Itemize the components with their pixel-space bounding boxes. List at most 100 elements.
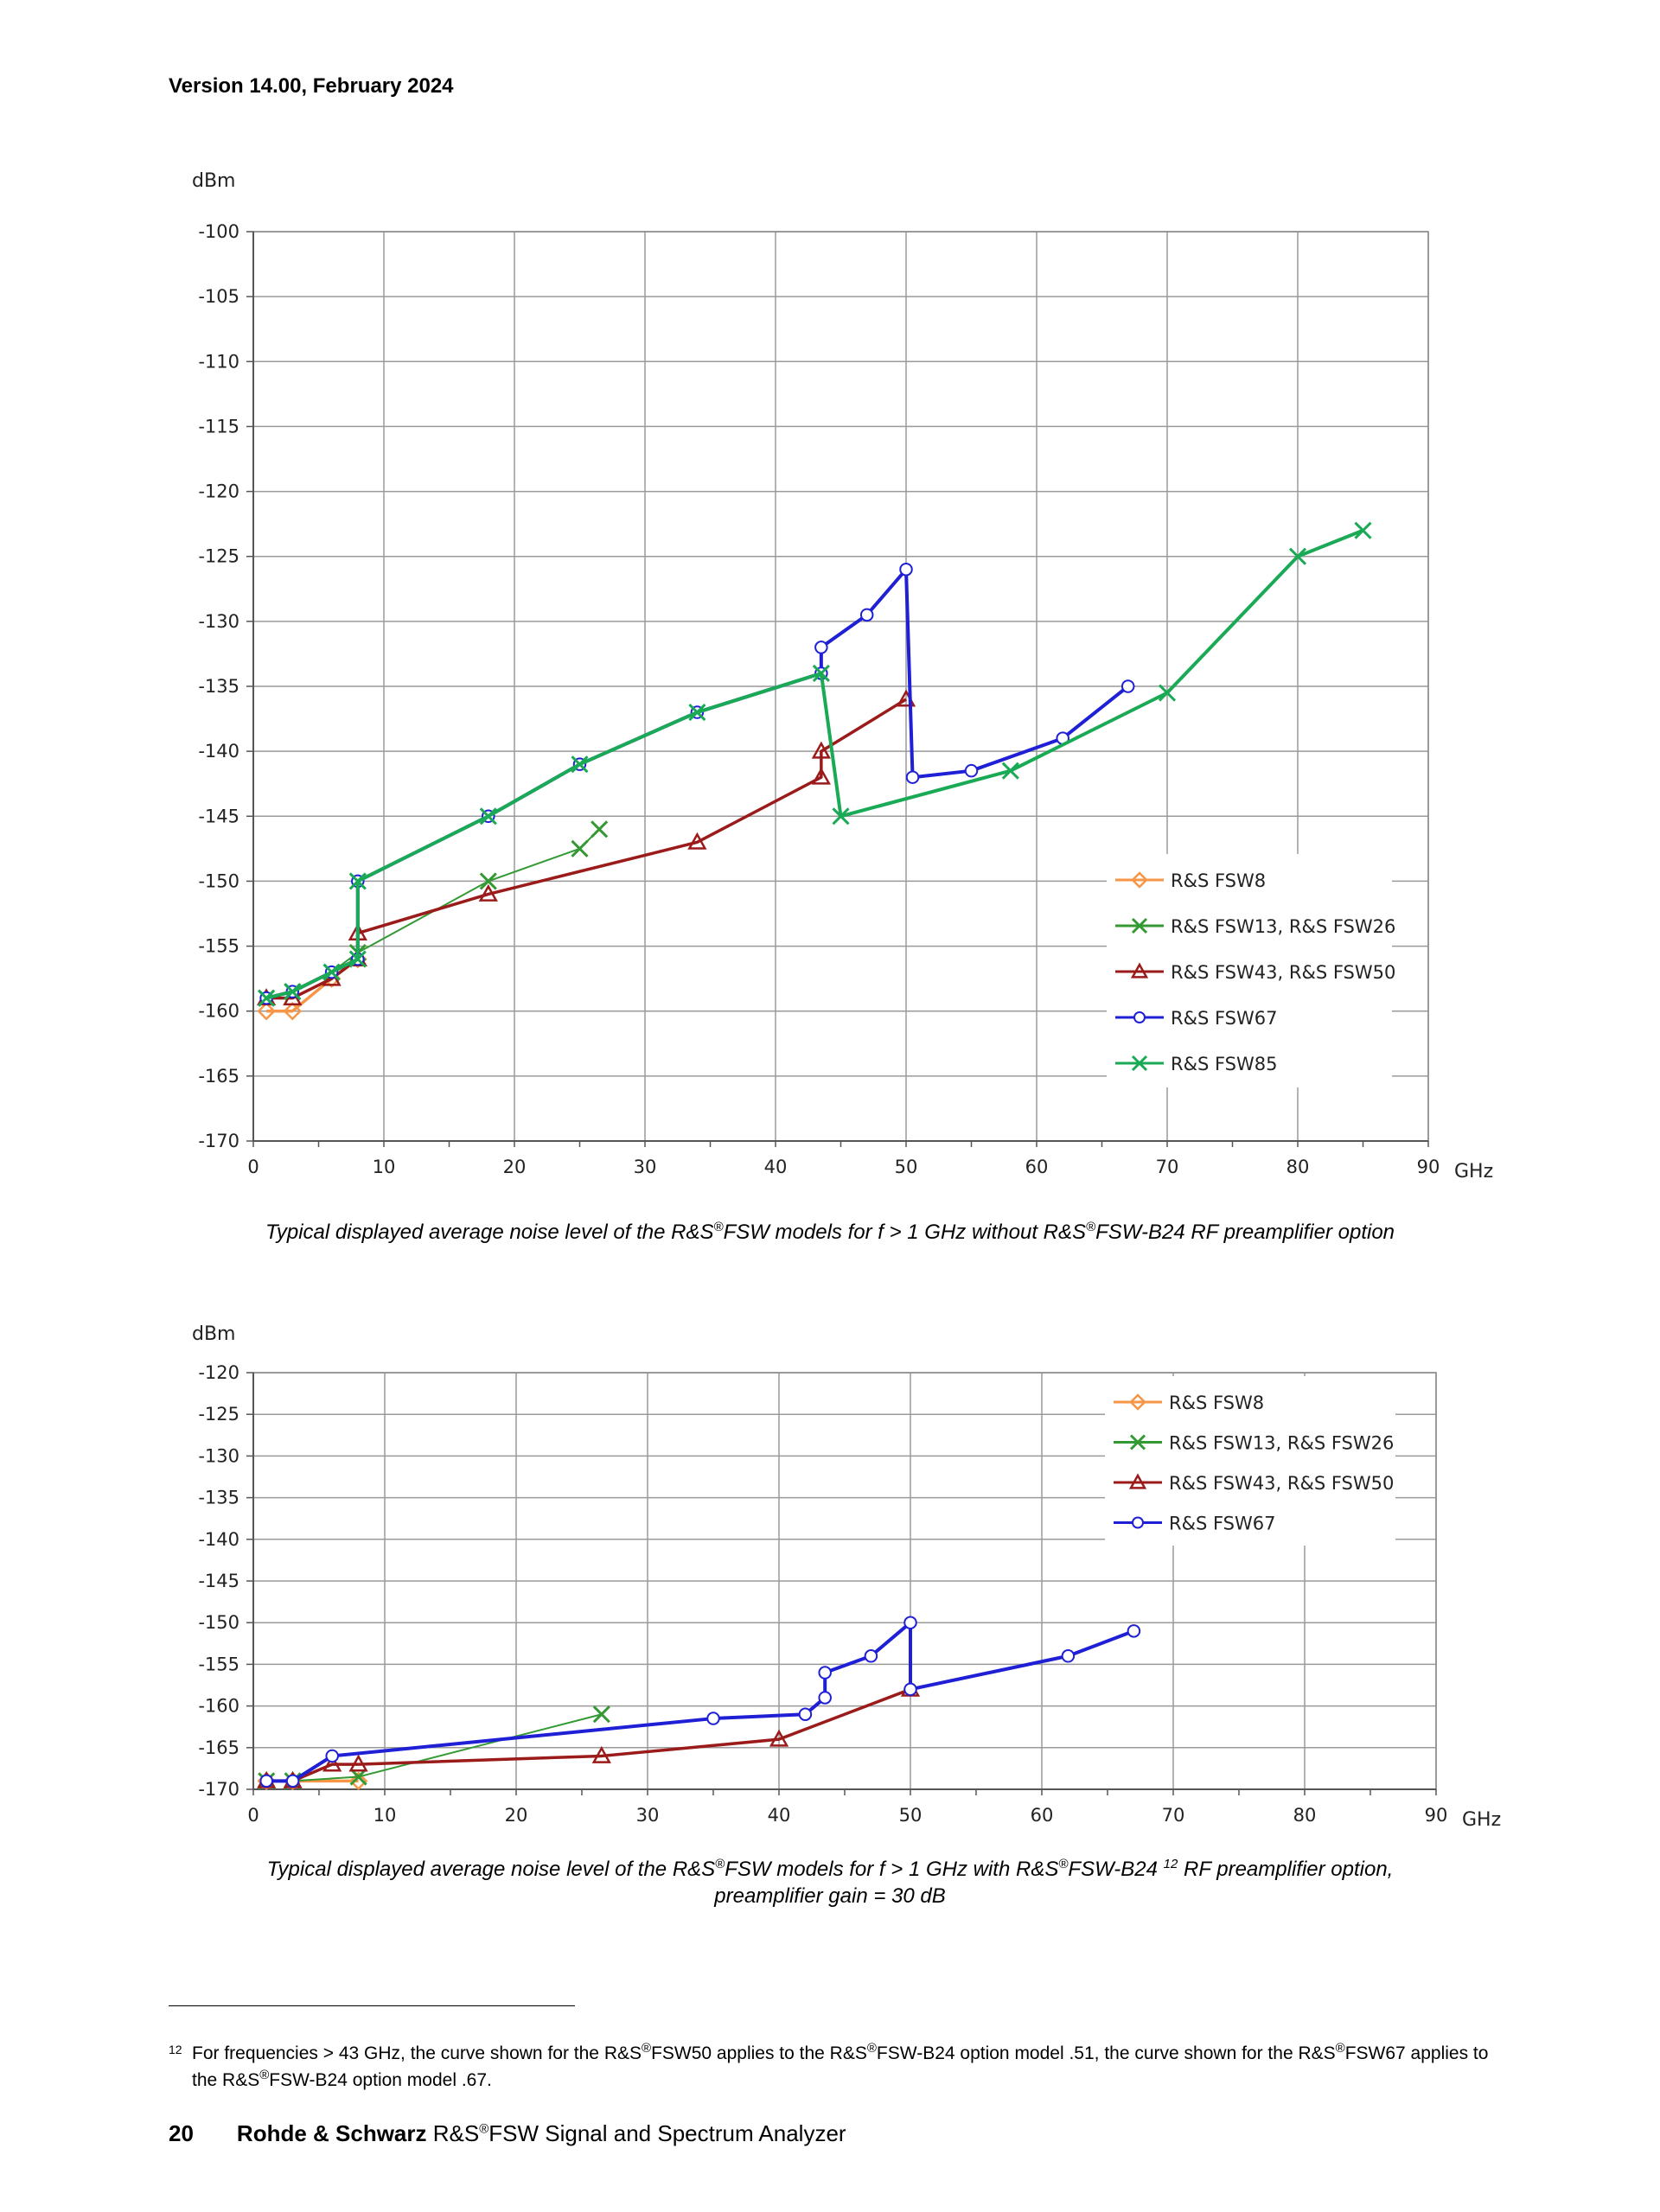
data-point <box>1061 1649 1076 1663</box>
y-tick-label: -130 <box>198 1445 239 1466</box>
legend: R&S FSW8 R&S FSW13, R&S FSW26 R&S FSW43, R… <box>1105 1376 1395 1546</box>
legend-swatch-marker <box>1128 1473 1147 1489</box>
data-point <box>285 1774 300 1788</box>
y-tick-label: -160 <box>198 1696 239 1717</box>
x-tick-label: 30 <box>634 1157 657 1177</box>
y-tick-label: -170 <box>198 1779 239 1800</box>
data-point <box>571 839 589 857</box>
data-point <box>811 767 831 785</box>
legend-item-rs-fsw85: R&S FSW85 <box>1115 1054 1278 1074</box>
x-tick-label: 10 <box>373 1157 396 1177</box>
y-tick-label: -145 <box>198 1571 239 1591</box>
series-line <box>266 1687 911 1783</box>
legend-label: R&S FSW67 <box>1169 1514 1276 1534</box>
chart1-caption: Typical displayed average noise level of… <box>265 1220 1395 1244</box>
data-point <box>591 1745 611 1763</box>
data-point <box>479 807 497 826</box>
legend-swatch-marker <box>1130 962 1149 979</box>
data-point <box>818 1691 832 1705</box>
data-point <box>257 1001 276 1021</box>
data-point <box>592 1705 610 1724</box>
y-tick-label: -140 <box>198 1529 239 1550</box>
data-point <box>812 664 830 683</box>
noise-chart-without-preamp: -100 -105 -110 -115 -120 -125 -130 -135 -140 -145… <box>192 170 1493 1182</box>
data-point <box>905 770 920 784</box>
data-point <box>322 1754 342 1772</box>
y-tick-label: -160 <box>198 1001 239 1022</box>
footnote-divider <box>169 2005 575 2006</box>
data-point <box>479 872 497 890</box>
legend-swatch-marker <box>1129 1434 1146 1450</box>
data-point <box>478 883 498 902</box>
data-point <box>811 741 831 759</box>
x-tick-label: 40 <box>768 1805 791 1826</box>
data-point <box>259 1774 273 1788</box>
page-footer: 20 Rohde & Schwarz R&S®FSW Signal and Spe… <box>169 2120 846 2146</box>
data-point <box>284 983 302 1001</box>
series-line <box>266 1621 1135 1783</box>
product-name: FSW Signal and Spectrum Analyzer <box>488 2120 846 2146</box>
legend: R&S FSW8 R&S FSW13, R&S FSW26 R&S FSW43, R… <box>1107 854 1395 1087</box>
y-tick-label: -130 <box>198 611 239 632</box>
y-tick-label: -120 <box>198 1362 239 1383</box>
series-rs-fsw67 <box>259 1616 1141 1788</box>
y-tick-label: -125 <box>198 1404 239 1425</box>
data-point <box>688 703 706 722</box>
data-point <box>1127 1624 1141 1638</box>
x-tick-label: 90 <box>1417 1157 1440 1177</box>
legend-item-rs-fsw67: R&S FSW67 <box>1115 1008 1278 1029</box>
data-point <box>814 641 828 654</box>
y-axis-label: dBm <box>192 1323 236 1345</box>
data-point <box>964 763 979 778</box>
x-tick-label: 0 <box>247 1805 259 1826</box>
legend-label: R&S FSW13, R&S FSW26 <box>1171 916 1395 937</box>
x-tick-label: 60 <box>1031 1805 1054 1826</box>
y-tick-label: -125 <box>198 546 239 567</box>
legend-swatch-marker <box>1131 1055 1148 1072</box>
y-tick-label: -120 <box>198 481 239 502</box>
y-tick-label: -140 <box>198 741 239 762</box>
data-point <box>348 872 367 890</box>
data-point <box>687 832 707 850</box>
data-point <box>899 562 913 577</box>
y-tick-label: -135 <box>198 1488 239 1508</box>
data-point <box>571 755 589 774</box>
data-point <box>283 1001 303 1021</box>
legend-swatch-marker <box>1129 1393 1146 1411</box>
x-tick-label: 10 <box>374 1805 397 1826</box>
data-point <box>322 963 341 981</box>
data-point <box>903 1616 917 1629</box>
y-tick-label: -150 <box>198 870 239 891</box>
legend-swatch-marker <box>1131 871 1148 889</box>
legend-item-rs-fsw8: R&S FSW8 <box>1114 1393 1264 1413</box>
legend-item-rs-fsw13-rs-fsw26: R&S FSW13, R&S FSW26 <box>1114 1433 1394 1454</box>
y-tick-label: -165 <box>198 1737 239 1758</box>
y-tick-label: -100 <box>198 221 239 242</box>
y-axis-label: dBm <box>192 170 236 192</box>
chart2-caption: Typical displayed average noise level of… <box>266 1857 1394 1908</box>
y-tick-label: -165 <box>198 1066 239 1087</box>
x-tick-label: 30 <box>636 1805 660 1826</box>
y-tick-label: -105 <box>198 286 239 307</box>
legend-label: R&S FSW43, R&S FSW50 <box>1169 1473 1394 1494</box>
legend-item-rs-fsw67: R&S FSW67 <box>1114 1514 1276 1534</box>
page-number: 20 <box>169 2120 194 2146</box>
x-tick-label: 80 <box>1286 1157 1310 1177</box>
data-point <box>818 1666 832 1680</box>
brand-name: Rohde & Schwarz <box>236 2120 427 2146</box>
series-line <box>266 698 907 1000</box>
x-tick-label: 90 <box>1425 1805 1448 1826</box>
data-point <box>325 1749 339 1763</box>
data-point <box>798 1707 813 1721</box>
data-point <box>903 1682 917 1697</box>
y-tick-label: -115 <box>198 416 239 437</box>
legend-label: R&S FSW13, R&S FSW26 <box>1169 1433 1394 1454</box>
y-tick-label: -135 <box>198 676 239 697</box>
x-tick-label: 40 <box>764 1157 788 1177</box>
noise-chart-with-preamp: -120 -125 -130 -135 -140 -145 -150 -155 -160 -165… <box>192 1323 1501 1831</box>
x-tick-label: 50 <box>895 1157 918 1177</box>
legend-label: R&S FSW67 <box>1171 1008 1278 1029</box>
x-tick-label: 0 <box>247 1157 259 1177</box>
x-axis-label: GHz <box>1462 1809 1501 1831</box>
legend-label: R&S FSW8 <box>1171 870 1266 891</box>
